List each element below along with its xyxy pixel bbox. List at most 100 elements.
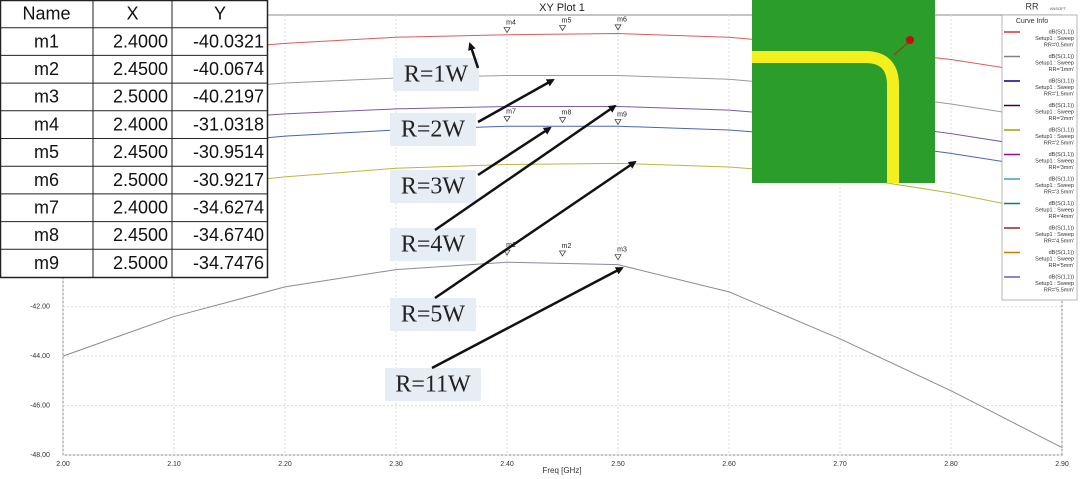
y-tick-label: -46.00 [30,402,50,409]
legend-text: RR='1mm' [1049,67,1074,73]
arrow [434,104,617,232]
legend-text: dB(S(1,1)) [1049,127,1075,133]
inset-board [752,0,935,183]
table-cell: 2.4500 [113,225,168,245]
legend-text: RR='5mm' [1049,263,1074,269]
annotation: R=3W [401,174,466,200]
annotation: R=1W [404,62,469,88]
annotation: R=4W [401,232,466,258]
legend-text: RR='4mm' [1049,214,1074,220]
legend-text: RR='3mm' [1049,165,1074,171]
legend-text: dB(S(1,1)) [1049,78,1075,84]
table-cell: -34.6274 [193,198,264,218]
x-tick-label: 2.90 [1055,461,1069,468]
legend-text: Setup1 : Sweep [1035,109,1074,115]
inset-probe [893,40,911,56]
legend-text: Setup1 : Sweep [1035,207,1074,213]
legend-text: Setup1 : Sweep [1035,85,1074,91]
legend-text: Setup1 : Sweep [1035,36,1074,42]
inset-dot [906,36,914,44]
legend-text: dB(S(1,1)) [1049,152,1075,158]
marker-label: m6 [617,17,627,24]
legend-text: RR='5.5mm' [1044,287,1074,293]
annotation-box [390,170,476,203]
table-cell: -34.6740 [193,225,264,245]
marker [558,25,567,32]
table-cell: 2.5000 [113,170,168,190]
x-tick-label: 2.50 [611,461,625,468]
legend-text: dB(S(1,1)) [1049,201,1075,207]
legend-text: Setup1 : Sweep [1035,232,1074,238]
marker-label: m4 [506,19,516,26]
legend-text: dB(S(1,1)) [1049,250,1075,256]
x-tick-label: 2.80 [944,461,958,468]
legend-text: RR='2.5mm' [1044,140,1074,146]
legend-text: dB(S(1,1)) [1049,176,1075,182]
legend-text: Setup1 : Sweep [1035,158,1074,164]
table-cell: m7 [34,198,59,218]
table-header: Name [22,4,70,24]
table-cell: 2.5000 [113,87,168,107]
table-cell: -30.9514 [193,142,264,162]
marker [614,24,622,31]
marker [614,119,622,126]
table-cell: m9 [34,253,59,273]
arrow [477,126,552,177]
inset-trace [752,51,899,183]
table-cell: 2.4000 [113,198,168,218]
logo-sub: ANSOFT [1050,6,1067,11]
marker-label: m5 [562,17,572,24]
annotation-box [393,58,479,91]
y-tick-label: -42.00 [30,304,50,311]
arrow [434,160,637,300]
logo: RR [1026,1,1039,11]
legend-text: Setup1 : Sweep [1035,256,1074,262]
x-tick-label: 2.60 [722,461,736,468]
annotation: R=2W [401,117,466,143]
table-cell: -40.2197 [193,87,264,107]
x-tick-label: 2.40 [500,461,514,468]
annotation-box [390,228,476,261]
marker [503,27,511,34]
legend-text: Setup1 : Sweep [1035,134,1074,140]
arrow [477,78,555,124]
legend-text: RR='1.5mm' [1044,91,1074,97]
legend-text: dB(S(1,1)) [1049,54,1075,60]
table-cell: -40.0321 [193,31,264,51]
marker-label: m9 [617,111,627,118]
legend-text: RR='2mm' [1049,116,1074,122]
marker [558,117,567,124]
legend-text: RR='3.5mm' [1044,189,1074,195]
table-cell: 2.4500 [113,59,168,79]
x-tick-label: 2.70 [833,461,847,468]
marker-label: m8 [562,109,572,116]
marker [558,250,567,257]
arrow [431,266,624,370]
x-tick-label: 2.00 [56,461,70,468]
x-tick-label: 2.30 [389,461,403,468]
annotation-box [385,368,481,401]
legend-text: Setup1 : Sweep [1035,60,1074,66]
legend-text: RR='0.5mm' [1044,42,1074,48]
table-cell: m6 [34,170,59,190]
table-cell: m5 [34,142,59,162]
table-header: Y [214,4,226,24]
curve [62,261,1063,449]
marker-label: m3 [617,247,627,254]
annotation-box [390,113,476,146]
table-cell: 2.5000 [113,253,168,273]
marker [503,116,511,123]
legend-text: dB(S(1,1)) [1049,225,1075,231]
table-cell: m3 [34,87,59,107]
table-cell: 2.4000 [113,114,168,134]
table-cell: m1 [34,31,59,51]
table-cell: -40.0674 [193,59,264,79]
legend-text: dB(S(1,1)) [1049,103,1075,109]
x-tick-label: 2.10 [167,461,181,468]
table-cell: -30.9217 [193,170,264,190]
legend-text: dB(S(1,1)) [1049,274,1075,280]
marker [614,254,622,261]
table-cell: -31.0318 [193,114,264,134]
marker-label: m2 [562,243,572,250]
